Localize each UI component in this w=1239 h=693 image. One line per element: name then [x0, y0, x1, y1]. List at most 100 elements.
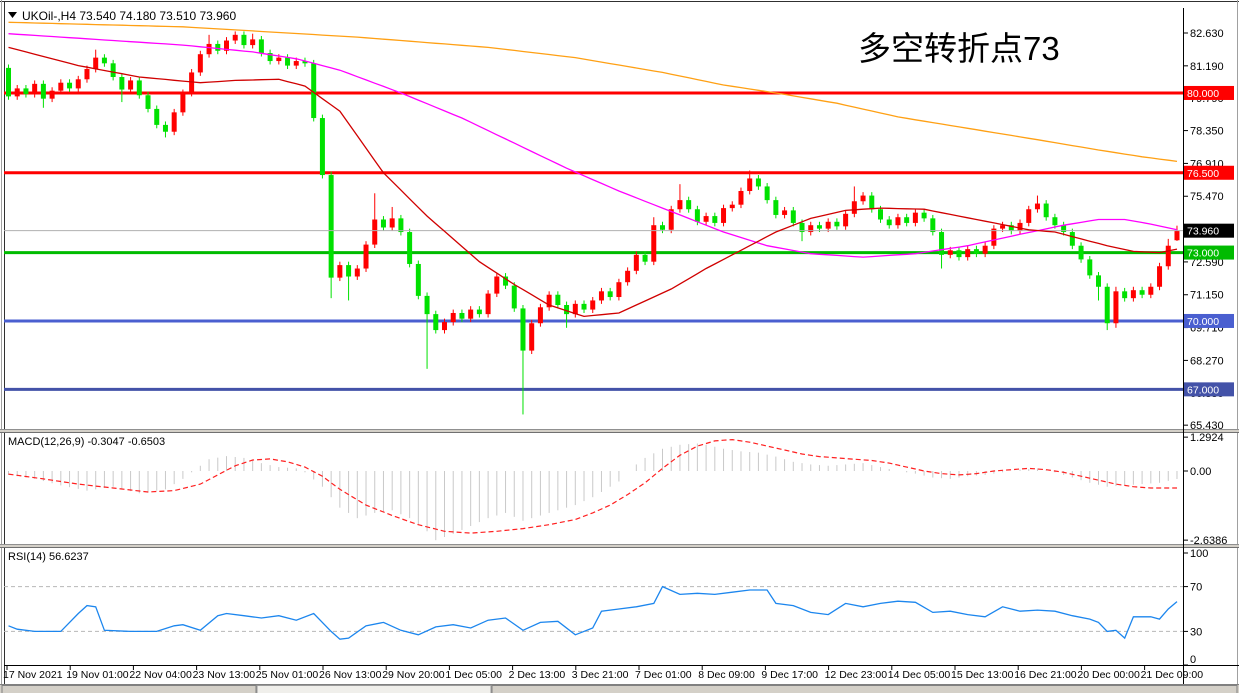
candle: [625, 267, 631, 286]
candle: [677, 184, 683, 213]
candle-body: [319, 118, 325, 176]
candle: [415, 260, 421, 300]
candle: [119, 73, 125, 103]
candle-body: [145, 95, 151, 109]
panel-separator-1[interactable]: [0, 429, 1239, 433]
candle-body: [407, 232, 413, 264]
y-tick-label: 75.470: [1190, 191, 1224, 203]
candle-body: [93, 57, 99, 70]
candle: [1008, 221, 1014, 235]
candle: [197, 50, 203, 76]
candle: [764, 183, 770, 204]
candle-body: [1069, 232, 1075, 246]
candle-body: [328, 175, 334, 278]
candle: [529, 319, 535, 355]
candle: [450, 309, 456, 326]
candle-body: [293, 61, 299, 66]
candle-body: [729, 204, 735, 209]
rsi-panel[interactable]: RSI(14) 56.6237: [4, 551, 1183, 640]
candle-body: [372, 219, 378, 245]
candle: [40, 80, 46, 108]
svg-text:73.000: 73.000: [1187, 248, 1219, 260]
candle: [520, 305, 526, 415]
candle-body: [503, 276, 509, 286]
symbol-dropdown-icon[interactable]: [8, 12, 17, 18]
x-tick-label: 22 Nov 04:00: [129, 669, 192, 681]
candle: [14, 84, 20, 100]
candle: [154, 105, 160, 129]
candle-body: [991, 228, 997, 246]
candle-body: [1043, 203, 1049, 218]
chart-tab-1[interactable]: [1, 685, 257, 693]
y-tick-label: 81.190: [1190, 61, 1224, 73]
candle-body: [816, 225, 822, 229]
x-tick-label: 7 Dec 01:00: [635, 669, 692, 681]
candle-body: [686, 200, 692, 210]
candle-body: [267, 53, 273, 62]
candle: [581, 300, 587, 313]
candle: [790, 206, 796, 227]
candle: [1139, 286, 1145, 299]
candle-body: [1026, 209, 1032, 223]
candle-body: [799, 222, 805, 233]
candle: [1148, 283, 1154, 299]
candle: [703, 212, 709, 226]
chart-tab-2[interactable]: [256, 685, 492, 693]
candle: [1130, 286, 1136, 302]
macd-panel[interactable]: MACD(12,26,9) -0.3047 -0.6503: [8, 436, 1178, 541]
candle: [651, 217, 657, 266]
candle-body: [947, 250, 953, 255]
candle: [590, 297, 596, 313]
x-tick-label: 8 Dec 09:00: [698, 669, 755, 681]
candle: [598, 287, 604, 304]
candle-body: [171, 112, 177, 132]
y-tick-label: 78.350: [1190, 126, 1224, 138]
candle-body: [1008, 225, 1014, 231]
panel-separator-2[interactable]: [0, 544, 1239, 548]
chart-tab-3[interactable]: [491, 685, 1238, 693]
x-tick-label: 23 Nov 13:00: [193, 669, 256, 681]
candle: [1113, 286, 1119, 328]
price-badge-80.000: 80.000: [1184, 85, 1234, 100]
candle: [921, 209, 927, 222]
annotation-text[interactable]: 多空转折点73: [858, 30, 1060, 67]
candle: [773, 196, 779, 219]
candle-body: [694, 209, 700, 222]
time-axis[interactable]: 17 Nov 2021 19 Nov 01:00 22 Nov 04:00 23 No…: [3, 666, 1203, 681]
candle-body: [380, 219, 386, 228]
candle: [1052, 213, 1058, 229]
macd-label: MACD(12,26,9) -0.3047 -0.6503: [8, 436, 165, 448]
price-axis[interactable]: 82.63081.19079.79078.35076.91075.47072.5…: [1183, 28, 1234, 432]
rsi-tick-label: 100: [1190, 548, 1208, 560]
candle-body: [250, 39, 256, 46]
x-tick-label: 9 Dec 17:00: [761, 669, 818, 681]
candle: [136, 77, 142, 99]
candle: [337, 261, 343, 282]
candle: [75, 75, 81, 92]
candle: [546, 291, 552, 311]
candle-body: [782, 210, 788, 215]
x-tick-label: 15 Dec 13:00: [951, 669, 1014, 681]
candle-body: [529, 323, 535, 351]
candle: [1096, 271, 1101, 301]
candle-body: [712, 216, 718, 223]
price-badge-73.960: 73.960: [1184, 223, 1234, 238]
ma-slow-orange: [8, 21, 1178, 163]
candle-body: [1000, 225, 1006, 229]
candle-body: [860, 195, 866, 202]
candle: [503, 273, 509, 290]
x-tick-label: 1 Dec 05:00: [445, 669, 502, 681]
candle: [808, 221, 814, 236]
candle: [1061, 221, 1067, 236]
candle-body: [520, 308, 526, 351]
candle-body: [616, 282, 622, 298]
candle: [1026, 205, 1032, 227]
candle: [354, 265, 360, 280]
main-panel[interactable]: UKOil-,H4 73.540 74.180 73.510 73.960 多空…: [4, 9, 1183, 415]
x-tick-label: 3 Dec 21:00: [572, 669, 629, 681]
candle-body: [1165, 245, 1171, 267]
candle-body: [904, 217, 910, 223]
candle: [572, 300, 578, 318]
candle: [380, 216, 386, 231]
candle: [982, 242, 988, 258]
